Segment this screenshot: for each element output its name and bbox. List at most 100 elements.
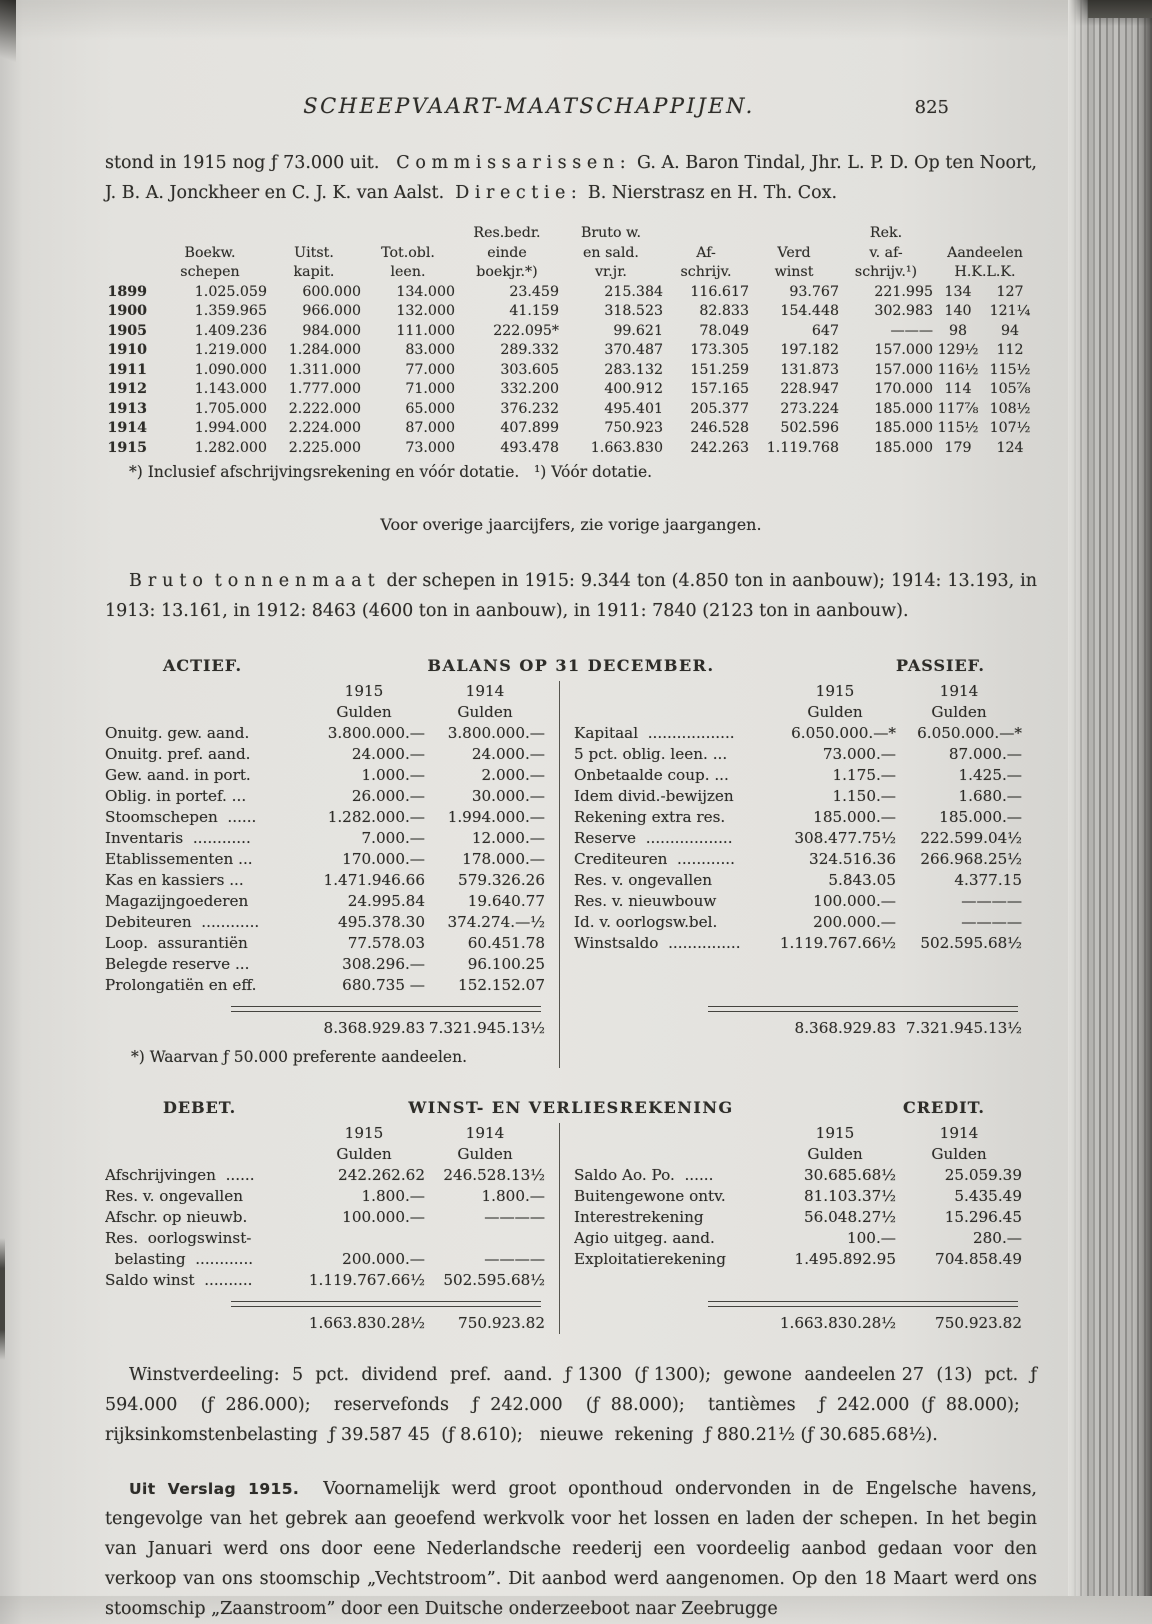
- bruto-winst-cell: 1.663.830: [590, 439, 663, 456]
- col-header: schrijv.: [680, 264, 732, 280]
- res-einde-boekjr-cell: 332.200: [500, 381, 559, 397]
- bruto-winst-cell: 318.523: [604, 303, 663, 319]
- value-1915: 1.495.892.95: [794, 1250, 896, 1268]
- total-rule: [708, 1006, 1018, 1012]
- value-1914: 5.435.49: [954, 1187, 1022, 1205]
- year-cell: 1912: [107, 381, 148, 397]
- fleet-table-row: 1900 1.359.965 966.000 132.000 41.159 31…: [105, 302, 1037, 322]
- row-label: Gew. aand. in port.: [105, 766, 251, 784]
- value-1915: 56.048.27½: [803, 1208, 896, 1226]
- row-label: belasting ............: [105, 1250, 254, 1268]
- value-1914: ————: [961, 913, 1022, 931]
- debet-rows: Afschrijvingen ...... 242.262.62 246.528…: [105, 1165, 545, 1291]
- wv-row: Res. oorlogswinst-: [105, 1228, 545, 1249]
- balans-row: Loop. assurantiën 77.578.03 60.451.78: [105, 933, 545, 954]
- value-1915: 81.103.37½: [803, 1187, 896, 1205]
- group-header-rek: Rek.: [869, 225, 903, 241]
- row-label: Buitengewone ontv.: [574, 1187, 726, 1205]
- value-1914: 185.000.—: [939, 808, 1022, 826]
- row-label: Inventaris ............: [105, 829, 251, 847]
- balans-actief-column: 1915 1914 Gulden Gulden Onuitg. gew. aand.…: [105, 681, 559, 1068]
- col-header: kapit.: [293, 264, 335, 280]
- value-1914: 3.800.000.—: [447, 724, 545, 742]
- total-1914: 7.321.945.13½: [428, 1019, 545, 1037]
- value-1914: 15.296.45: [944, 1208, 1022, 1226]
- total-1915: 8.368.929.83: [323, 1019, 425, 1037]
- uitst-kapit-cell: 2.222.000: [288, 400, 361, 417]
- value-1914: ————: [484, 1208, 545, 1226]
- balans-row: Winstsaldo ............... 1.119.767.66½…: [574, 933, 1022, 954]
- year-header-row: 1915 1914: [574, 1123, 1022, 1144]
- bruto-winst-cell: 99.621: [613, 322, 663, 339]
- boekw-schepen-cell: 1.359.965: [194, 303, 267, 319]
- tot-obl-leen-cell: 87.000: [405, 420, 455, 436]
- value-1915: 100.—: [846, 1229, 896, 1247]
- balans-row: Reserve .................. 308.477.75½ 2…: [574, 828, 1022, 849]
- bruto-winst-cell: 400.912: [604, 381, 663, 397]
- wv-title: WINST- EN VERLIESREKENING: [408, 1098, 734, 1117]
- value-1914: 96.100.25: [467, 955, 545, 973]
- tot-obl-leen-cell: 77.000: [405, 361, 455, 378]
- fleet-table-row: 1913 1.705.000 2.222.000 65.000 376.232 …: [105, 400, 1037, 420]
- credit-label: CREDIT.: [903, 1098, 985, 1117]
- total-rule: [231, 1006, 541, 1012]
- debet-total-row: 1.663.830.28½ 750.923.82: [105, 1313, 545, 1334]
- fleet-table-body: 1899 1.025.059 600.000 134.000 23.459 21…: [105, 283, 1037, 459]
- value-1914: ————: [484, 1250, 545, 1268]
- tot-obl-leen-cell: 134.000: [396, 283, 455, 300]
- total-rule: [231, 1301, 541, 1307]
- balans-row: Kapitaal .................. 6.050.000.—*…: [574, 723, 1022, 744]
- year-header-row: 1915 1914: [105, 1123, 545, 1144]
- hoogste-koers-cell: 129½: [937, 342, 979, 358]
- col-header: vr.jr.: [595, 264, 627, 280]
- year-cell: 1914: [107, 420, 148, 436]
- value-1915: 170.000.—: [342, 850, 425, 868]
- col-header: H.K.L.K.: [954, 264, 1016, 280]
- year-1915: 1915: [344, 1124, 384, 1142]
- row-label: Stoomschepen ......: [105, 808, 257, 826]
- year-1914: 1914: [939, 1124, 979, 1142]
- value-1914: ————: [961, 892, 1022, 910]
- scan-left-edge-artifact: [0, 1238, 5, 1360]
- col-header: v. af-: [869, 244, 903, 261]
- hoogste-koers-cell: 117⅞: [937, 400, 979, 417]
- unit-gulden: Gulden: [457, 703, 513, 721]
- balans-row: Belegde reserve ... 308.296.— 96.100.25: [105, 954, 545, 975]
- tot-obl-leen-cell: 65.000: [405, 400, 455, 417]
- value-1915: 308.477.75½: [794, 829, 896, 847]
- laagste-koers-cell: 107½: [989, 420, 1031, 436]
- tot-obl-leen-cell: 71.000: [405, 381, 455, 397]
- year-cell: 1899: [107, 283, 148, 300]
- bruto-winst-cell: 370.487: [604, 342, 663, 358]
- actief-label: ACTIEF.: [163, 656, 243, 675]
- page-header: SCHEEPVAART-MAATSCHAPPIJEN. 825: [105, 94, 1037, 118]
- row-label: Afschrijvingen ......: [105, 1166, 255, 1184]
- value-1915: 6.050.000.—*: [791, 724, 896, 742]
- value-1914: 19.640.77: [467, 892, 545, 910]
- balans-row: Idem divid.-bewijzen 1.150.— 1.680.—: [574, 786, 1022, 807]
- wv-row: belasting ............ 200.000.— ————: [105, 1249, 545, 1270]
- col-header: Verd: [777, 244, 811, 261]
- actief-total-row: 8.368.929.83 7.321.945.13½: [105, 1018, 545, 1039]
- tot-obl-leen-cell: 83.000: [405, 342, 455, 358]
- row-label: Reserve ..................: [574, 829, 733, 847]
- boekw-schepen-cell: 1.219.000: [194, 342, 267, 358]
- value-1914: 374.274.—½: [447, 913, 545, 931]
- wv-row: Interestrekening 56.048.27½ 15.296.45: [574, 1207, 1022, 1228]
- value-1915: 1.119.767.66½: [308, 1271, 425, 1289]
- hoogste-koers-cell: 116½: [937, 361, 979, 378]
- fleet-table-header-row-2: schepen kapit. leen. boekjr.*) vr.jr. sc…: [105, 263, 1037, 283]
- passief-label: PASSIEF.: [895, 656, 985, 675]
- balans-row: Rekening extra res. 185.000.— 185.000.—: [574, 807, 1022, 828]
- value-1915: 24.000.—: [351, 745, 425, 763]
- afschrijv-cell: 116.617: [690, 283, 749, 300]
- fleet-statistics-table: Res.bedr. Bruto w. Rek. Boekw. Uitst. To…: [105, 224, 1037, 481]
- balans-heading: ACTIEF. BALANS OP 31 DECEMBER. PASSIEF.: [105, 656, 1037, 675]
- wv-row: Afschrijvingen ...... 242.262.62 246.528…: [105, 1165, 545, 1186]
- res-einde-boekjr-cell: 222.095*: [493, 322, 559, 339]
- value-1915: 200.000.—: [342, 1250, 425, 1268]
- balans-row: Res. v. ongevallen 5.843.05 4.377.15: [574, 870, 1022, 891]
- value-1915: 185.000.—: [813, 808, 896, 826]
- boekw-schepen-cell: 1.025.059: [194, 283, 267, 300]
- col-header: schepen: [180, 264, 240, 280]
